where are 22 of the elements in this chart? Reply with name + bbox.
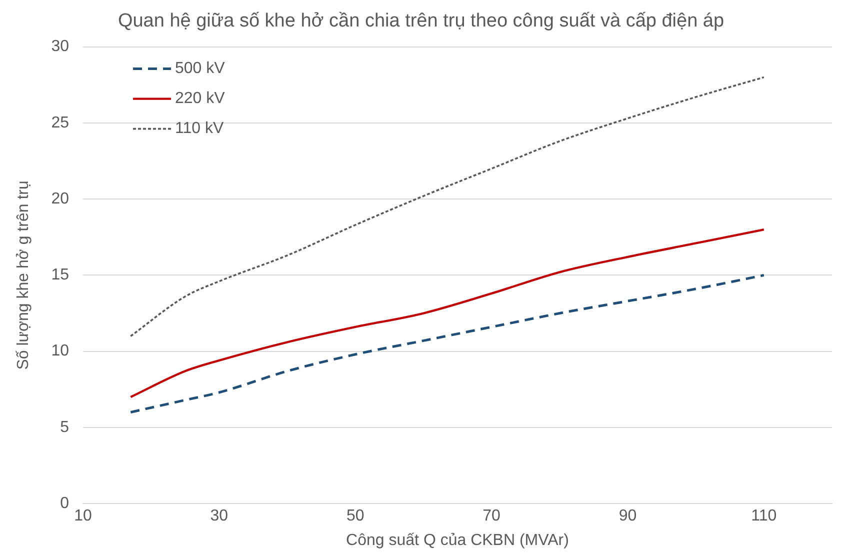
y-tick-label: 5 — [60, 418, 70, 436]
x-tick-label: 110 — [751, 508, 777, 525]
y-tick-label: 0 — [60, 495, 70, 512]
line-series — [130, 228, 766, 398]
x-tick-label: 30 — [210, 508, 228, 525]
legend-label: 220 kV — [174, 90, 226, 108]
legend-label: 110 kV — [174, 120, 224, 138]
x-axis-title: Công suất Q của CKBN (MVAr) — [346, 532, 569, 549]
line-series — [130, 76, 765, 338]
y-axis-title: Số lượng khe hở g trên trụ — [15, 180, 32, 370]
legend-label: 500 kV — [174, 60, 226, 78]
x-tick-label: 70 — [482, 508, 501, 525]
x-tick-label: 90 — [618, 508, 637, 525]
y-tick-label: 15 — [51, 266, 70, 284]
x-tick-label: 50 — [346, 508, 364, 525]
x-tick-label: 10 — [74, 508, 92, 525]
y-tick-label: 25 — [51, 114, 70, 132]
line-series — [129, 274, 766, 414]
y-tick-label: 30 — [51, 38, 70, 56]
y-tick-label: 10 — [51, 342, 70, 360]
chart-title: Quan hệ giữa số khe hở cần chia trên trụ theo công suất và cấp điện áp — [118, 10, 724, 32]
y-tick-label: 20 — [51, 190, 70, 208]
